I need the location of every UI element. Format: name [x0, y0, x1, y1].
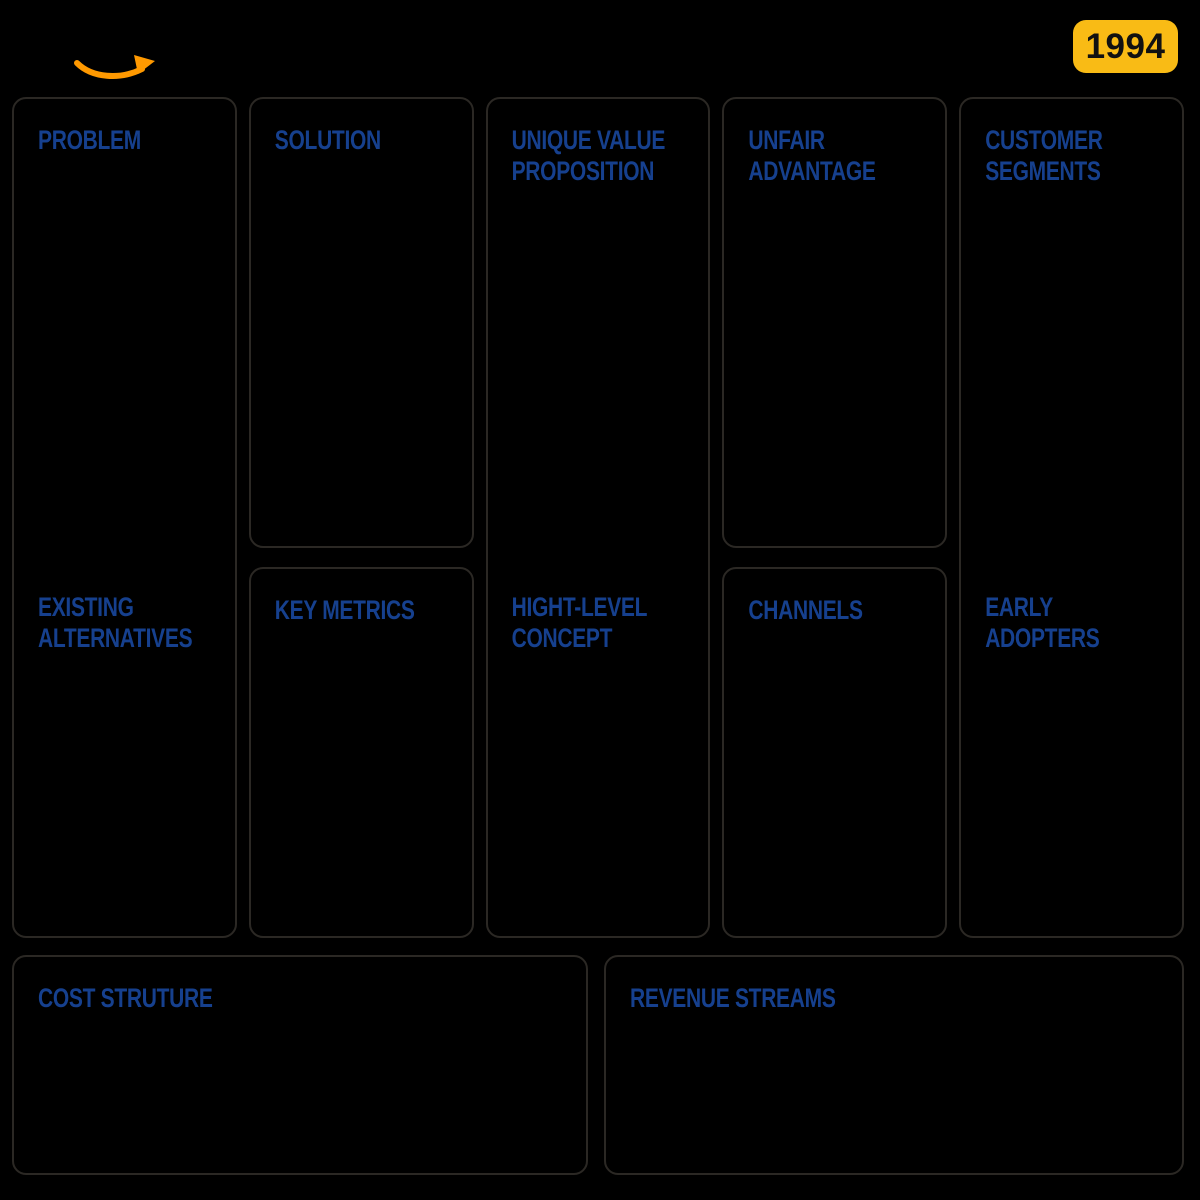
box-title-key-metrics: KEY METRICS: [274, 596, 415, 626]
box-title-problem: PROBLEM: [38, 126, 141, 156]
amazon-logo: [72, 50, 162, 84]
box-title-unfair-advantage: UNFAIR ADVANTAGE: [748, 126, 876, 187]
box-title-customer-segments: CUSTOMER SEGMENTS: [985, 126, 1103, 187]
box-title-channels: CHANNELS: [748, 596, 863, 626]
year-badge: 1994: [1073, 20, 1178, 73]
canvas-box-cost-structure: COST STRUTURE: [12, 955, 588, 1175]
box-title-early-adopters: EARLY ADOPTERS: [985, 593, 1100, 654]
canvas-box-problem: PROBLEM EXISTING ALTERNATIVES: [12, 97, 237, 938]
canvas-box-solution: SOLUTION: [248, 97, 474, 548]
canvas-box-key-metrics: KEY METRICS: [248, 567, 474, 938]
canvas-box-channels: CHANNELS: [722, 567, 948, 938]
box-title-high-level-concept: HIGHT-LEVEL CONCEPT: [511, 593, 648, 654]
canvas-box-customer-segments: CUSTOMER SEGMENTS EARLY ADOPTERS: [959, 97, 1184, 938]
canvas-box-unfair-advantage: UNFAIR ADVANTAGE: [722, 97, 948, 548]
year-badge-label: 1994: [1085, 26, 1166, 66]
box-title-unique-value-proposition: UNIQUE VALUE PROPOSITION: [511, 126, 666, 187]
box-title-revenue-streams: REVENUE STREAMS: [630, 984, 836, 1014]
lean-canvas-grid: PROBLEM EXISTING ALTERNATIVES SOLUTION K…: [12, 97, 1184, 938]
box-title-existing-alternatives: EXISTING ALTERNATIVES: [38, 593, 193, 654]
box-title-solution: SOLUTION: [274, 126, 381, 156]
box-title-cost-structure: COST STRUTURE: [38, 984, 213, 1014]
canvas-box-revenue-streams: REVENUE STREAMS: [604, 955, 1184, 1175]
canvas-box-unique-value-proposition: UNIQUE VALUE PROPOSITION HIGHT-LEVEL CON…: [485, 97, 711, 938]
amazon-smile-icon: [74, 55, 155, 79]
